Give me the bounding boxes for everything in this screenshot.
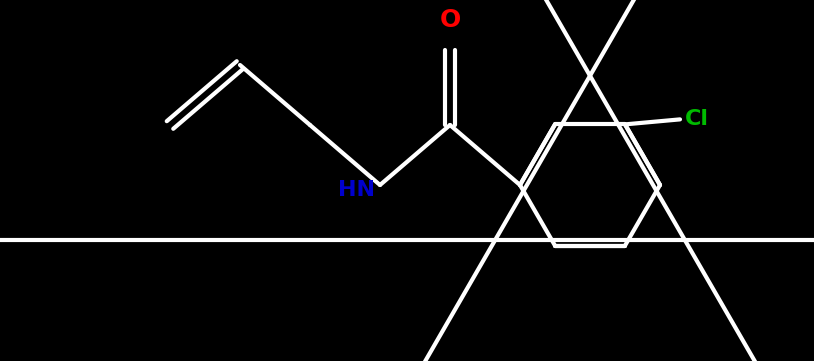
- Text: HN: HN: [338, 180, 375, 200]
- Text: O: O: [440, 8, 461, 32]
- Text: Cl: Cl: [685, 109, 709, 129]
